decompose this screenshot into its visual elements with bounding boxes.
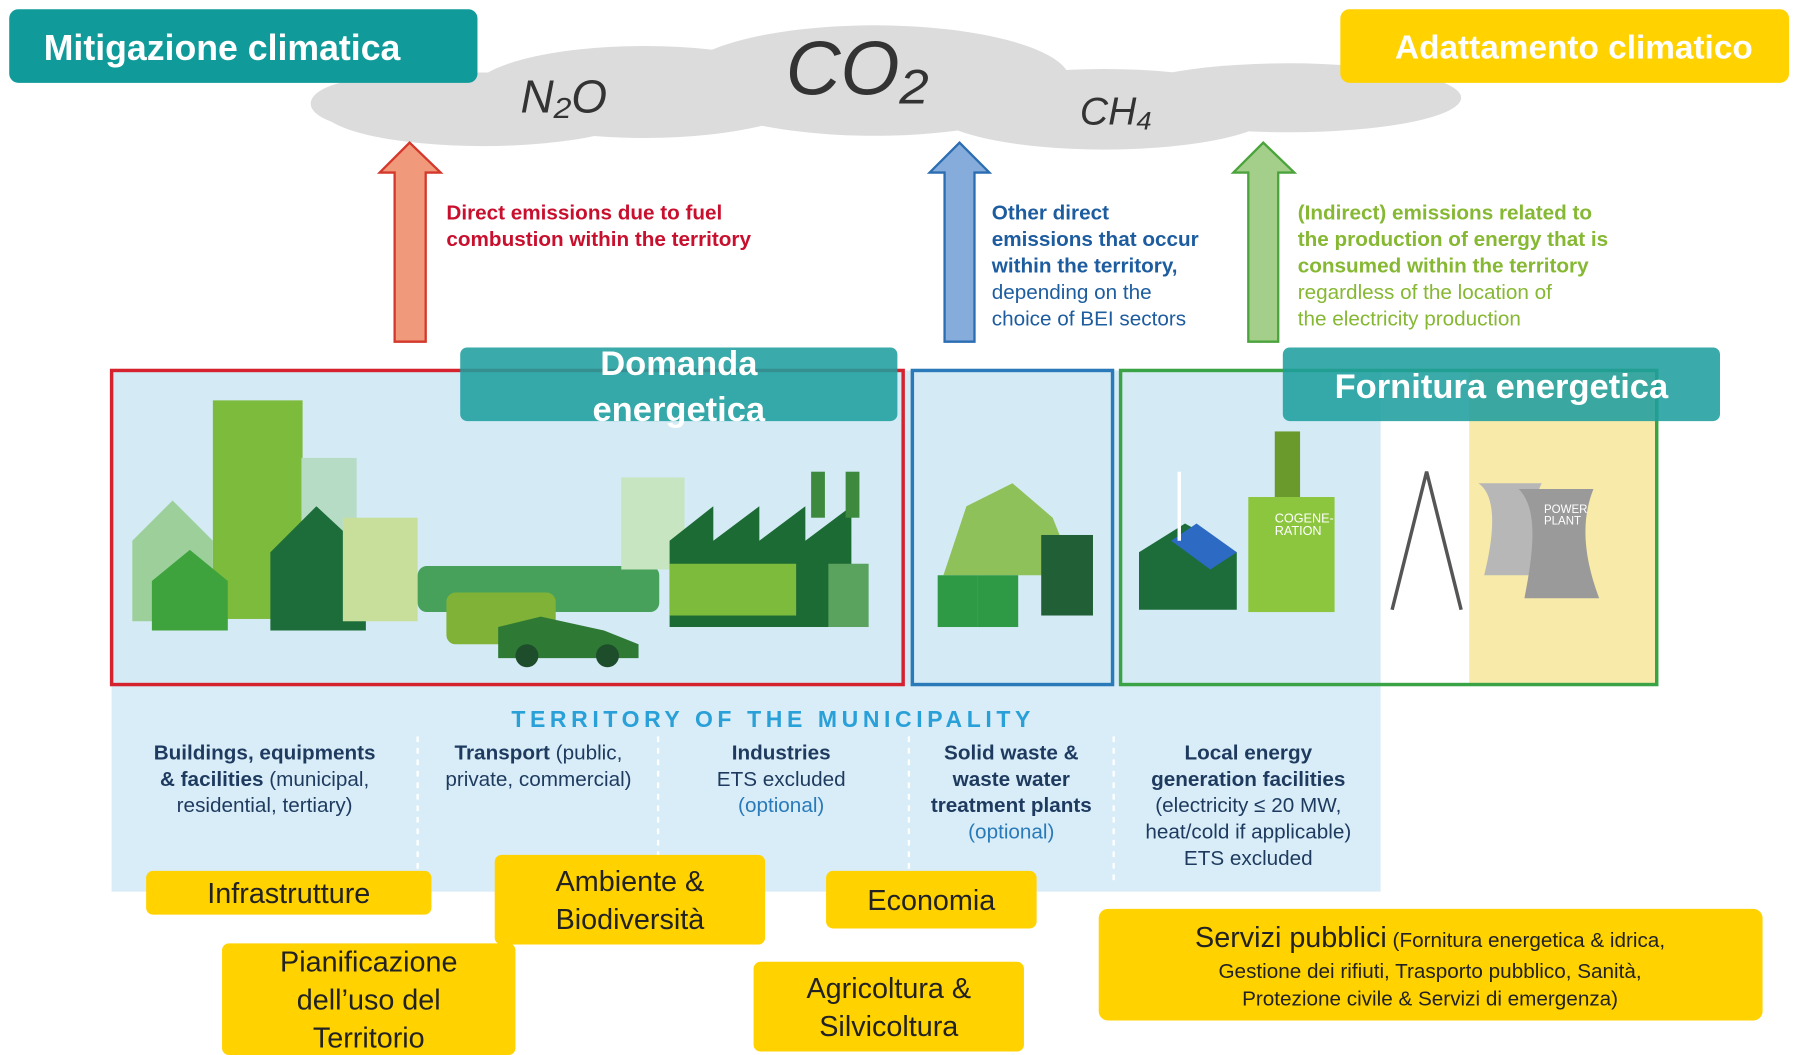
services-part: (Fornitura energetica & idrica, xyxy=(1387,929,1665,952)
sector-text: Solid waste & xyxy=(944,741,1079,764)
sector-text-part: Local energy xyxy=(1184,741,1312,764)
theme-label: dell’uso del xyxy=(297,985,441,1017)
power-plant-label: POWER xyxy=(1544,504,1587,516)
theme-label: Ambiente & xyxy=(556,866,705,898)
arrow-text: choice of BEI sectors xyxy=(992,308,1186,331)
sector-text-part: (electricity ≤ 20 MW, xyxy=(1155,794,1341,817)
sector-text: Transport (public, xyxy=(455,741,623,764)
mitigation-label: Mitigazione climatica xyxy=(44,28,402,68)
sector-text: heat/cold if applicable) xyxy=(1145,821,1351,844)
sector-text: generation facilities xyxy=(1151,768,1345,791)
arrow-text: the electricity production xyxy=(1298,308,1521,331)
sector-text-part: (municipal, xyxy=(263,768,369,791)
sector-text-part: generation facilities xyxy=(1151,768,1345,791)
sector-text-part: Industries xyxy=(732,741,831,764)
sector-text-part: (optional) xyxy=(968,821,1054,844)
supply-label: Fornitura energetica xyxy=(1335,368,1669,406)
arrow-text-part: emissions that occur xyxy=(992,228,1199,251)
sector-text-part: heat/cold if applicable) xyxy=(1145,821,1351,844)
demand-label: Domanda xyxy=(600,345,758,383)
sector-text: Local energy xyxy=(1184,741,1312,764)
arrow-text: emissions that occur xyxy=(992,228,1199,251)
sector-text: treatment plants xyxy=(931,794,1092,817)
arrow-red xyxy=(380,143,441,342)
cogeneration-label: RATION xyxy=(1275,524,1322,538)
arrow-text: combustion within the territory xyxy=(446,228,751,251)
arrow-text: depending on the xyxy=(992,281,1152,304)
theme-label: Silvicoltura xyxy=(819,1011,958,1043)
arrow-text-part: Other direct xyxy=(992,202,1109,225)
sector-text: (optional) xyxy=(738,794,824,817)
services-title: Servizi pubblici xyxy=(1195,922,1387,954)
arrow-text-part: within the territory, xyxy=(991,255,1178,278)
sector-text: (optional) xyxy=(968,821,1054,844)
arrow-text: Other direct xyxy=(992,202,1109,225)
sector-text-part: (optional) xyxy=(738,794,824,817)
page: {"header":{"mitigation":"Mitigazione cli… xyxy=(0,0,1804,1055)
arrow-text-part: Direct emissions due to fuel xyxy=(446,202,722,225)
arrow-text-part: consumed within the territory xyxy=(1298,255,1589,278)
arrow-green xyxy=(1233,143,1294,342)
adaptation-label: Adattamento climatico xyxy=(1395,30,1753,67)
arrow-text: within the territory, xyxy=(991,255,1178,278)
theme-label: Pianificazione xyxy=(280,947,457,979)
sector-text-part: treatment plants xyxy=(931,794,1092,817)
sector-text-part: Solid waste & xyxy=(944,741,1079,764)
arrow-text: (Indirect) emissions related to xyxy=(1298,202,1592,225)
sector-text: ETS excluded xyxy=(1184,847,1313,870)
arrow-text: the production of energy that is xyxy=(1298,228,1608,251)
sector-text: residential, tertiary) xyxy=(177,794,353,817)
sector-text-part: ETS excluded xyxy=(1184,847,1313,870)
arrow-text-part: combustion within the territory xyxy=(446,228,751,251)
arrow-text: consumed within the territory xyxy=(1298,255,1589,278)
arrow-blue xyxy=(930,143,990,342)
theme-label: Biodiversità xyxy=(556,904,705,936)
sector-text-part: Buildings, equipments xyxy=(154,741,376,764)
sector-text: (electricity ≤ 20 MW, xyxy=(1155,794,1341,817)
arrow-text-part: depending on the xyxy=(992,281,1152,304)
sector-text-part: waste water xyxy=(952,768,1070,791)
arrow-text: regardless of the location of xyxy=(1298,281,1552,304)
theme-label: Territorio xyxy=(313,1023,425,1055)
sector-text: Buildings, equipments xyxy=(154,741,376,764)
diagram: Mitigazione climatica Adattamento climat… xyxy=(0,0,1804,1055)
arrow-text-part: choice of BEI sectors xyxy=(992,308,1186,331)
arrow-text-part: regardless of the location of xyxy=(1298,281,1552,304)
sector-text-part: private, commercial) xyxy=(445,768,631,791)
sector-text: Industries xyxy=(732,741,831,764)
arrow-text-part: the production of energy that is xyxy=(1298,228,1608,251)
sector-text: private, commercial) xyxy=(445,768,631,791)
sector-text-part: ETS excluded xyxy=(717,768,846,791)
sector-text-part: Transport xyxy=(455,741,551,764)
arrow-text-part: the electricity production xyxy=(1298,308,1521,331)
arrow-text-part: (Indirect) emissions related to xyxy=(1298,202,1592,225)
gas-label: CH₄ xyxy=(1080,90,1152,133)
sector-text-part: (public, xyxy=(550,741,622,764)
theme-label: Agricoltura & xyxy=(806,973,971,1005)
demand-label: energetica xyxy=(593,391,766,429)
territory-title: TERRITORY OF THE MUNICIPALITY xyxy=(511,706,1035,732)
gas-label: N₂O xyxy=(520,71,607,123)
sector-text: waste water xyxy=(952,768,1070,791)
theme-label: Infrastrutture xyxy=(207,878,370,910)
sector-text-part: residential, tertiary) xyxy=(177,794,353,817)
power-plant-label: PLANT xyxy=(1544,516,1581,528)
sector-text: & facilities (municipal, xyxy=(160,768,369,791)
services-line: Protezione civile & Servizi di emergenza… xyxy=(1242,988,1618,1011)
sector-text-part: & facilities xyxy=(160,768,263,791)
sector-text: ETS excluded xyxy=(717,768,846,791)
services-line: Gestione dei rifiuti, Trasporto pubblico… xyxy=(1218,960,1641,983)
arrow-text: Direct emissions due to fuel xyxy=(446,202,722,225)
gas-label: CO₂ xyxy=(786,26,929,111)
theme-label: Economia xyxy=(867,885,995,917)
